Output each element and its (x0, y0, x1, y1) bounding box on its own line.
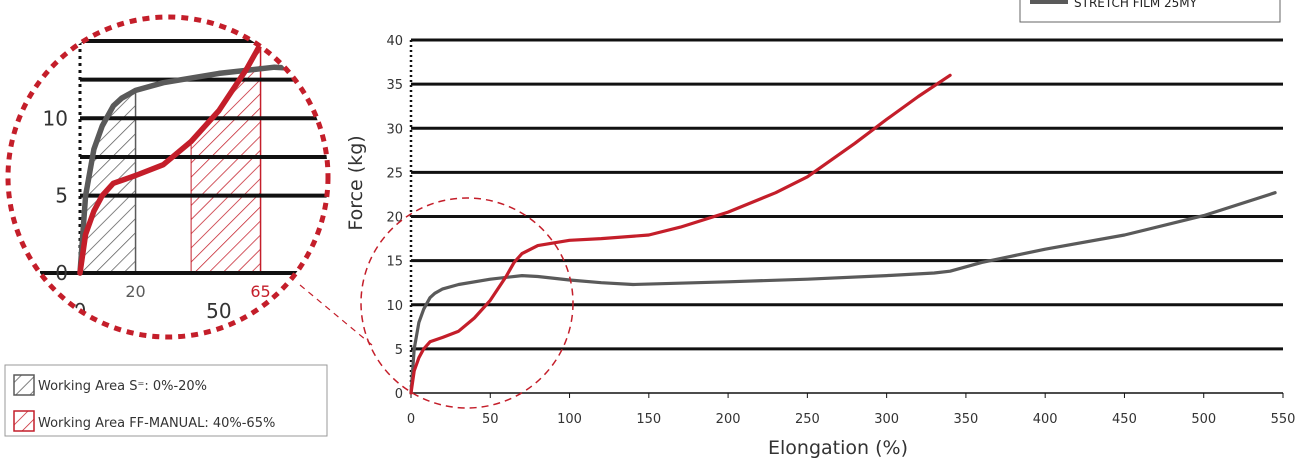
y-tick-label: 0 (395, 387, 403, 402)
y-tick-label: 30 (386, 122, 403, 137)
series-legend-label: STRETCH FILM 25MY (1074, 0, 1198, 10)
x-tick-label: 250 (795, 412, 820, 427)
x-tick-label: 0 (407, 412, 415, 427)
x-tick-label: 300 (874, 412, 899, 427)
inset-y-tick-label: 15 (43, 29, 68, 53)
y-tick-label: 15 (386, 255, 403, 270)
inset-y-tick-label: 5 (55, 184, 68, 208)
x-tick-label: 150 (636, 412, 661, 427)
x-tick-label: 350 (953, 412, 978, 427)
sf-working-area (80, 90, 136, 274)
ff-area-label: Working Area FF-MANUAL: 40%-65% (38, 416, 275, 431)
x-tick-label: 200 (716, 412, 741, 427)
main-grid (411, 38, 1283, 351)
y-tick-label: 20 (386, 211, 403, 226)
y-tick-label: 25 (386, 166, 403, 181)
x-tick-label: 550 (1271, 412, 1296, 427)
series-line-stretch-film (409, 191, 1277, 395)
x-axis-title: Elongation (%) (768, 437, 908, 459)
inset-y-tick-label: 0 (55, 261, 68, 285)
sf-area-swatch (13, 374, 35, 396)
x-tick-label: 50 (482, 412, 499, 427)
y-axis-title: Force (kg) (345, 135, 367, 230)
inset-y-tick-label: 10 (43, 106, 68, 130)
zoom-region-marker (360, 197, 574, 409)
inset-marker-label: 65 (250, 282, 270, 301)
working-area-legend: Working Area S⁼: 0%-20% Working Area FF-… (4, 364, 328, 437)
inset-marker-label: 20 (125, 282, 145, 301)
zoom-connector-line (299, 284, 373, 346)
x-tick-label: 500 (1191, 412, 1216, 427)
series-legend-box (1019, 0, 1281, 23)
y-tick-label: 10 (386, 299, 403, 314)
sf-area-label: Working Area S⁼: 0%-20% (38, 379, 207, 394)
x-tick-label: 450 (1112, 412, 1137, 427)
inset-x-tick-label: 50 (206, 299, 231, 323)
x-tick-label: 100 (557, 412, 582, 427)
x-tick-label: 400 (1033, 412, 1058, 427)
inset-frame (5, 14, 331, 340)
y-tick-label: 5 (395, 343, 403, 358)
working-area-legend-box (4, 364, 328, 437)
series-legend: STRETCH FILM 25MY (1019, 0, 1281, 23)
series-line-ff-manual (409, 73, 952, 395)
main-series (409, 73, 1277, 395)
y-tick-label: 40 (386, 34, 403, 49)
y-tick-label: 35 (386, 78, 403, 93)
inset-series-line-stretch-film (77, 17, 328, 276)
ff-area-swatch (13, 410, 35, 432)
